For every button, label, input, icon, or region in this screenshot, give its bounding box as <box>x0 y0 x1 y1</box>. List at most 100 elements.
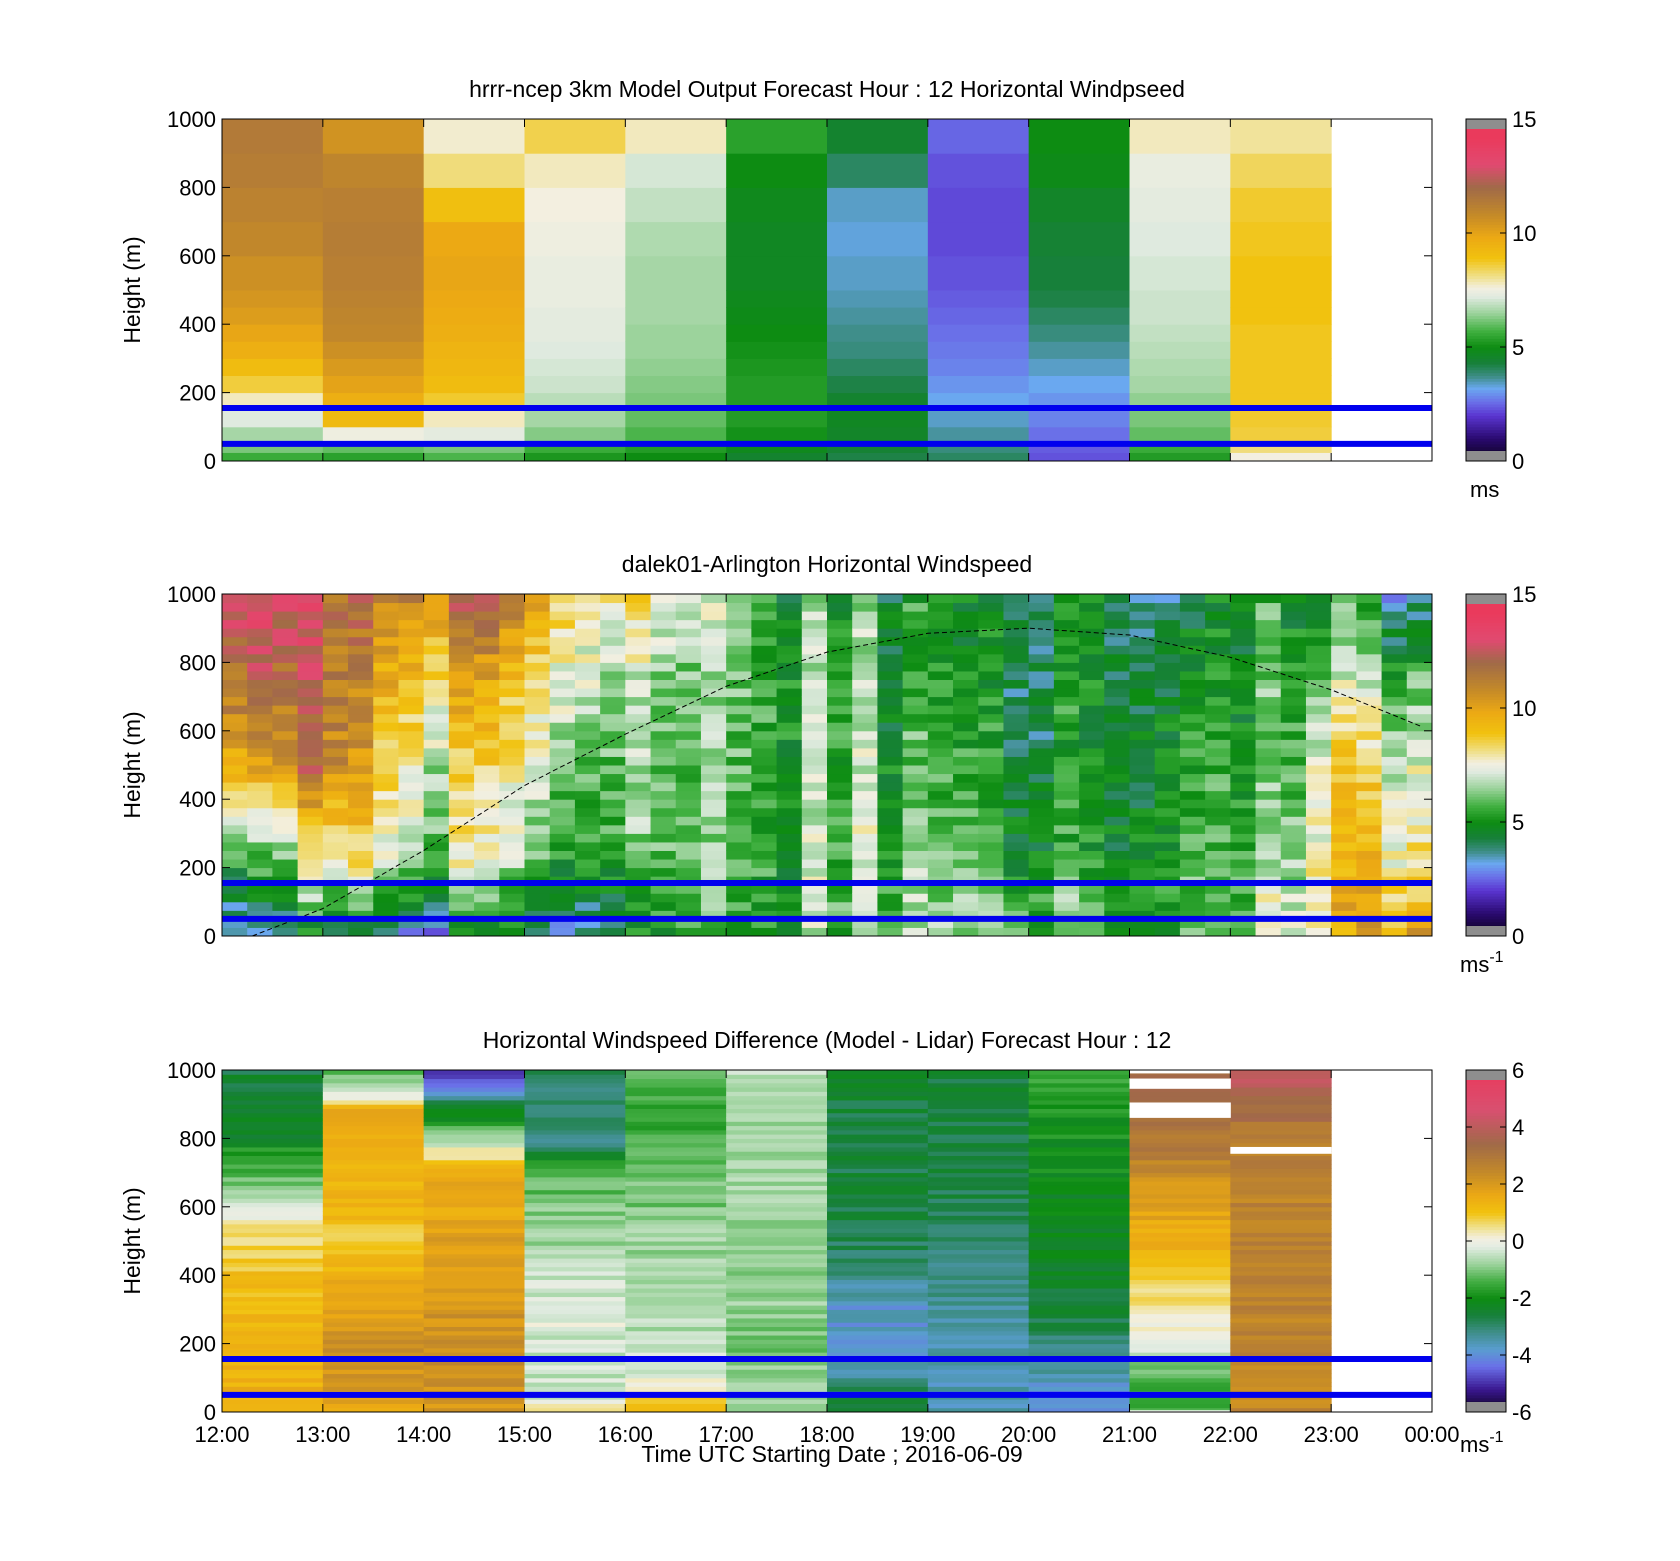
heatmap-cell <box>222 1335 324 1340</box>
heatmap-cell <box>1179 841 1206 851</box>
heatmap-cell <box>1028 594 1055 604</box>
heatmap-cell <box>1381 679 1408 689</box>
heatmap-cell <box>524 1202 626 1208</box>
heatmap-cell <box>1003 765 1030 775</box>
heatmap-cell <box>1129 1181 1231 1186</box>
heatmap-cell <box>927 1164 1030 1169</box>
heatmap-cell <box>600 747 626 757</box>
heatmap-cell <box>524 1236 626 1242</box>
heatmap-cell <box>1331 670 1357 680</box>
heatmap-cell <box>625 1202 727 1208</box>
colorbar-step <box>1466 406 1506 411</box>
heatmap-cell <box>726 1121 828 1127</box>
heatmap-cell <box>1305 927 1332 937</box>
heatmap-cell <box>423 722 450 732</box>
heatmap-cell <box>1381 833 1408 843</box>
heatmap-cell <box>751 765 778 775</box>
heatmap-cell <box>726 1258 828 1263</box>
heatmap-cell <box>1179 756 1206 766</box>
heatmap-cell <box>398 688 425 698</box>
heatmap-cell <box>1331 918 1357 928</box>
colorbar-step <box>1466 904 1506 908</box>
heatmap-cell <box>600 713 626 723</box>
heatmap-cell <box>423 773 450 783</box>
heatmap-cell <box>247 662 273 672</box>
heatmap-cell <box>927 705 954 715</box>
heatmap-cell <box>827 1181 929 1186</box>
heatmap-cell <box>322 765 349 775</box>
heatmap-cell <box>927 594 954 604</box>
heatmap-cell <box>272 679 299 689</box>
heatmap-cell <box>1079 765 1105 775</box>
heatmap-cell <box>751 653 778 663</box>
colorbar-step <box>1466 190 1506 194</box>
heatmap-cell <box>776 628 803 638</box>
heatmap-cell <box>625 1330 727 1336</box>
colorbar-step <box>1466 1155 1506 1159</box>
heatmap-cell <box>700 867 727 877</box>
heatmap-cell <box>1028 1364 1130 1370</box>
heatmap-cell <box>1331 688 1357 698</box>
heatmap-cell <box>1028 636 1055 646</box>
colorbar-step <box>1466 787 1506 792</box>
heatmap-cell <box>423 1198 525 1204</box>
heatmap-cell <box>927 1104 1030 1109</box>
heatmap-cell <box>474 799 500 809</box>
heatmap-cell <box>1129 756 1156 766</box>
heatmap-cell <box>1205 901 1231 911</box>
heatmap-cell <box>625 187 727 223</box>
heatmap-cell <box>877 688 904 698</box>
heatmap-cell <box>1305 901 1332 911</box>
heatmap-cell <box>222 1288 324 1293</box>
heatmap-cell <box>1129 1091 1231 1097</box>
heatmap-cell <box>650 841 677 851</box>
heatmap-cell <box>675 619 702 629</box>
heatmap-cell <box>1028 307 1130 325</box>
heatmap-cell <box>499 756 525 766</box>
heatmap-cell <box>1003 636 1030 646</box>
heatmap-cell <box>726 221 828 257</box>
heatmap-cell <box>1028 1236 1130 1242</box>
y-tick-label: 0 <box>204 1400 216 1425</box>
heatmap-cell <box>1356 730 1383 740</box>
heatmap-cell <box>726 1403 828 1409</box>
heatmap-cell <box>827 1074 929 1080</box>
heatmap-cell <box>1179 619 1206 629</box>
heatmap-cell <box>499 799 525 809</box>
colorbar-step <box>1466 796 1506 800</box>
heatmap-cell <box>827 1326 929 1332</box>
heatmap-cell <box>373 893 399 903</box>
heatmap-cell <box>272 696 299 706</box>
heatmap-cell <box>852 722 878 732</box>
heatmap-cell <box>222 1134 324 1139</box>
heatmap-cell <box>625 452 727 462</box>
heatmap-cell <box>448 773 475 783</box>
heatmap-cell <box>700 893 727 903</box>
heatmap-cell <box>675 799 702 809</box>
heatmap-cell <box>272 705 299 715</box>
heatmap-cell <box>524 1369 626 1375</box>
colorbar-step <box>1466 144 1506 148</box>
heatmap-cell <box>927 841 954 851</box>
heatmap-cell <box>726 153 828 188</box>
heatmap-cell <box>827 1288 929 1293</box>
heatmap-cell <box>827 1117 929 1122</box>
heatmap-cell <box>448 765 475 775</box>
heatmap-cell <box>1205 850 1231 860</box>
heatmap-cell <box>1381 824 1408 834</box>
heatmap-cell <box>827 1266 929 1272</box>
heatmap-cell <box>852 619 878 629</box>
heatmap-cell <box>1356 790 1383 800</box>
heatmap-cell <box>423 307 525 325</box>
heatmap-cell <box>1028 747 1055 757</box>
heatmap-cell <box>423 1266 525 1272</box>
heatmap-cell <box>726 713 752 723</box>
heatmap-cell <box>902 594 929 604</box>
heatmap-cell <box>1305 679 1332 689</box>
heatmap-cell <box>524 670 551 680</box>
heatmap-cell <box>322 1168 425 1174</box>
heatmap-cell <box>1003 756 1030 766</box>
heatmap-cell <box>625 1258 727 1263</box>
colorbar-step <box>1466 136 1506 140</box>
heatmap-cell <box>1255 850 1282 860</box>
